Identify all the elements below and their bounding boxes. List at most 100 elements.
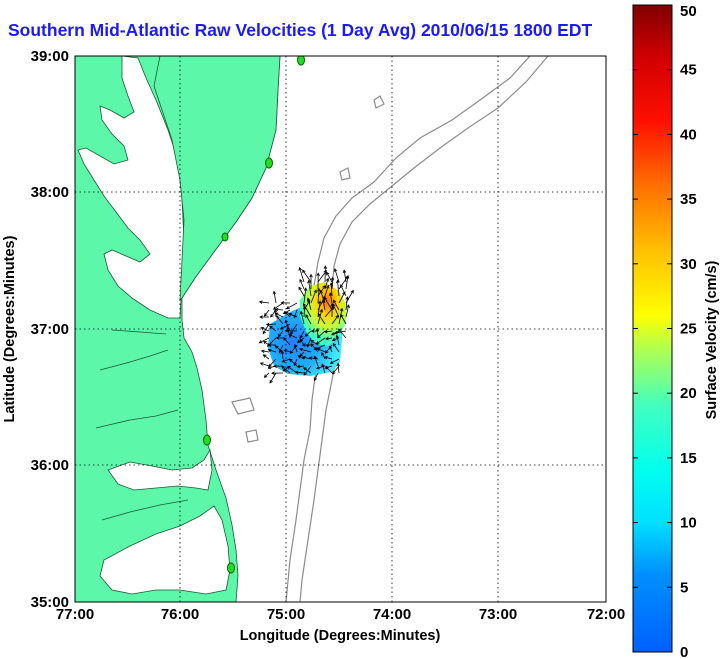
velocity-arrow-head	[263, 374, 268, 378]
velocity-arrow	[269, 326, 277, 332]
velocity-arrow	[324, 356, 333, 360]
velocity-arrow-head	[335, 279, 340, 284]
velocity-arrow	[302, 356, 312, 360]
velocity-arrow	[268, 349, 277, 353]
velocity-arrow-head	[335, 334, 340, 339]
velocity-arrow	[314, 372, 319, 381]
velocity-arrow-head	[321, 363, 325, 367]
velocity-arrow-head	[258, 339, 263, 344]
colorbar-tick-label: 15	[680, 450, 697, 467]
velocity-arrow	[303, 303, 312, 318]
velocity-arrow-head	[269, 379, 273, 384]
velocity-arrow-head	[315, 327, 320, 332]
velocity-arrow-head	[313, 346, 318, 351]
velocity-arrow	[316, 337, 326, 345]
velocity-arrow-head	[323, 329, 328, 334]
x-tick-label: 75:00	[267, 606, 305, 623]
velocity-arrow-head	[275, 336, 280, 340]
velocity-arrow	[273, 302, 284, 310]
colorbar-tick-label: 45	[680, 62, 697, 79]
velocity-arrow	[284, 349, 291, 353]
velocity-arrow	[314, 356, 319, 367]
velocity-arrow	[337, 363, 340, 374]
colorbar-tick-label: 0	[680, 644, 688, 659]
river-lines	[95, 329, 189, 521]
velocity-arrow	[268, 358, 277, 368]
velocity-arrow	[325, 337, 333, 340]
colorbar-tick-label: 5	[680, 579, 688, 596]
velocity-arrow-head	[274, 307, 279, 312]
velocity-arrow	[332, 365, 340, 375]
velocity-arrow-head	[281, 359, 286, 363]
velocity-arrow	[288, 334, 298, 339]
station-marker	[227, 562, 235, 574]
velocity-arrow-head	[274, 345, 279, 349]
velocity-arrow	[329, 346, 333, 353]
velocity-arrow-head	[346, 304, 350, 309]
velocity-arrow-head	[324, 296, 328, 301]
velocity-arrow	[333, 300, 340, 311]
velocity-arrow	[303, 288, 307, 304]
velocity-arrow-head	[323, 355, 328, 360]
velocity-arrow	[299, 279, 305, 290]
velocity-arrow	[316, 365, 326, 369]
velocity-arrow	[264, 309, 270, 317]
velocity-arrow	[282, 358, 291, 363]
velocity-field-hot	[300, 282, 346, 346]
velocity-arrow-head	[272, 290, 277, 295]
velocity-arrow-head	[280, 350, 285, 355]
colorbar-tick-label: 30	[680, 256, 697, 273]
velocity-arrow-head	[316, 334, 321, 339]
velocity-arrow	[297, 365, 305, 368]
velocity-arrow	[317, 288, 320, 304]
velocity-arrow	[345, 275, 349, 290]
velocity-arrow	[302, 269, 312, 283]
velocity-arrow	[269, 372, 277, 384]
velocity-arrow-head	[307, 279, 311, 284]
velocity-arrow	[275, 313, 284, 318]
velocity-arrow	[345, 304, 350, 318]
velocity-arrow-head	[342, 269, 347, 274]
velocity-arrow	[332, 343, 340, 353]
velocity-arrow-head	[274, 312, 279, 317]
velocity-arrow-head	[316, 272, 320, 276]
y-tick-label: 36:00	[31, 457, 69, 474]
colorbar-tick-label: 40	[680, 126, 697, 143]
delmarva-peninsula	[153, 56, 281, 302]
velocity-arrow	[332, 337, 340, 341]
velocity-arrow	[300, 311, 305, 325]
velocity-arrow	[259, 337, 270, 344]
station-marker	[221, 232, 229, 242]
velocity-arrow	[304, 330, 312, 337]
velocity-arrow	[324, 285, 329, 297]
albemarle-sound	[107, 448, 213, 491]
velocity-arrow	[303, 367, 312, 374]
velocity-arrow-head	[282, 368, 287, 372]
velocity-arrow-head	[296, 364, 301, 369]
velocity-arrow-head	[294, 370, 299, 375]
velocity-arrow-head	[288, 312, 293, 317]
velocity-arrow	[345, 296, 348, 311]
velocity-arrow-head	[315, 341, 320, 345]
y-axis-label: Latitude (Degrees:Minutes)	[2, 235, 18, 422]
colorbar-tick-label: 35	[680, 191, 697, 208]
velocity-arrow	[317, 313, 326, 325]
velocity-arrow-head	[332, 303, 336, 308]
velocity-arrow-head	[325, 277, 330, 282]
velocity-arrow-head	[332, 342, 337, 347]
velocity-arrow-head	[321, 351, 325, 356]
velocity-arrow	[331, 277, 333, 290]
velocity-arrow-head	[317, 313, 322, 317]
colorbar	[632, 4, 673, 653]
velocity-arrow-head	[259, 315, 263, 319]
velocity-arrow-head	[339, 307, 344, 312]
velocity-arrow	[322, 299, 326, 311]
velocity-arrow-head	[326, 271, 330, 276]
velocity-arrow	[299, 348, 312, 353]
velocity-arrow-head	[260, 327, 265, 331]
velocity-arrow-head	[271, 371, 275, 375]
colorbar-ticks: 0 5 10 15 20 25 30 35 40 45 50	[633, 3, 697, 659]
velocity-arrow-head	[316, 287, 321, 292]
velocity-arrow-head	[321, 299, 326, 304]
velocity-arrow-head	[345, 274, 350, 279]
